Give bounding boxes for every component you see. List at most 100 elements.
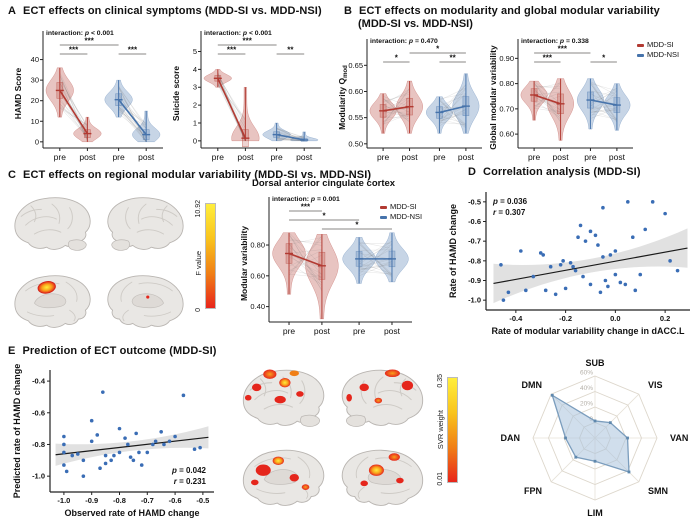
svg-text:0.60: 0.60 xyxy=(499,130,514,139)
svg-text:HAMD Score: HAMD Score xyxy=(13,67,23,119)
svg-text:2: 2 xyxy=(193,101,197,110)
svg-text:r = 0.307: r = 0.307 xyxy=(493,208,526,217)
colorbar-f-gradient xyxy=(205,203,216,309)
svg-text:pre: pre xyxy=(584,152,597,162)
svg-text:***: *** xyxy=(558,45,568,54)
svg-text:-0.2: -0.2 xyxy=(559,314,572,323)
svg-text:Predicted rate of HAMD change: Predicted rate of HAMD change xyxy=(12,364,22,499)
svg-text:-0.4: -0.4 xyxy=(509,314,523,323)
svg-text:20: 20 xyxy=(31,96,39,105)
mdd-nsi-swatch xyxy=(637,53,644,57)
svg-text:10: 10 xyxy=(31,117,39,126)
svg-text:post: post xyxy=(458,152,475,162)
svg-text:post: post xyxy=(296,152,313,162)
svg-text:pre: pre xyxy=(353,326,366,336)
panel-b-title-line2: (MDD-SI vs. MDD-NSI) xyxy=(358,18,473,30)
panel-d-label: D xyxy=(468,166,477,178)
svg-text:20%: 20% xyxy=(580,401,593,408)
svg-text:*: * xyxy=(322,212,326,221)
colorbar-f-max: 10.92 xyxy=(195,200,202,218)
svg-text:Rate of HAMD change: Rate of HAMD change xyxy=(448,204,458,298)
panel-a-label: A xyxy=(8,5,17,17)
svg-text:1: 1 xyxy=(193,118,197,127)
svg-text:pre: pre xyxy=(377,152,390,162)
svg-text:post: post xyxy=(384,326,401,336)
svg-text:-0.7: -0.7 xyxy=(141,496,154,505)
legend-item-mdd-si: MDD-SI xyxy=(637,40,679,50)
svg-text:-1.0: -1.0 xyxy=(57,496,70,505)
svg-text:Rate of modular variability ch: Rate of modular variability change in dA… xyxy=(491,326,685,336)
svg-text:60%: 60% xyxy=(580,370,593,377)
svg-text:0.0: 0.0 xyxy=(610,314,620,323)
svg-text:0.2: 0.2 xyxy=(660,314,670,323)
correlation-scatter-chart: -0.5 -0.6 -0.7 -0.8 -0.9 -1.0 -0.4 -0.2 0.0 0.2 Ra… xyxy=(448,192,690,336)
svg-text:post: post xyxy=(609,152,626,162)
svg-text:5: 5 xyxy=(193,47,197,56)
svg-text:-0.8: -0.8 xyxy=(113,496,126,505)
svg-text:***: *** xyxy=(227,46,237,55)
svg-text:pre: pre xyxy=(433,152,446,162)
hamd-violin-chart: ****** ***interaction: p < 0.001010203040… xyxy=(13,30,163,162)
svg-text:0.70: 0.70 xyxy=(499,104,514,113)
svg-text:-0.5: -0.5 xyxy=(468,197,481,206)
svg-text:-0.6: -0.6 xyxy=(169,496,182,505)
svg-text:pre: pre xyxy=(212,152,225,162)
svg-text:***: *** xyxy=(85,37,95,46)
svg-text:-1.0: -1.0 xyxy=(468,296,481,305)
svg-text:**: ** xyxy=(287,46,294,55)
svg-text:-0.8: -0.8 xyxy=(468,256,481,265)
mdd-si-swatch xyxy=(637,43,644,47)
colorbar-svr-gradient xyxy=(447,377,458,483)
svg-text:***: *** xyxy=(301,203,311,212)
svg-text:40: 40 xyxy=(31,55,39,64)
svg-text:post: post xyxy=(314,326,331,336)
svg-text:r = 0.231: r = 0.231 xyxy=(174,477,207,486)
svg-text:***: *** xyxy=(69,46,79,55)
svg-text:0.60: 0.60 xyxy=(348,87,363,96)
panel-e-label: E xyxy=(8,345,16,357)
svg-text:***: *** xyxy=(543,54,553,63)
legend-item-mdd-si: MDD-SI xyxy=(380,202,422,212)
legend-ab: MDD-SI MDD-NSI xyxy=(637,40,679,60)
svg-text:Observed rate of HAMD change: Observed rate of HAMD change xyxy=(64,508,199,518)
svg-text:0.40: 0.40 xyxy=(250,302,265,311)
svg-text:-0.7: -0.7 xyxy=(468,237,481,246)
svg-text:SMN: SMN xyxy=(648,486,668,496)
global-modular-variability-chart: ****** *interaction: p = 0.3380.600.700.8… xyxy=(488,38,633,162)
svg-text:0.80: 0.80 xyxy=(250,241,265,250)
panel-b-label: B xyxy=(344,5,353,17)
svg-text:interaction: p < 0.001: interaction: p < 0.001 xyxy=(204,30,272,37)
prediction-scatter-chart: -0.4 -0.6 -0.8 -1.0 -1.0 -0.9 -0.8 -0.7 -0.6 -0.5… xyxy=(12,364,214,518)
colorbar-f-min: 0 xyxy=(195,308,202,312)
svg-text:interaction: p = 0.338: interaction: p = 0.338 xyxy=(521,38,589,45)
brain-maps-regional-f xyxy=(14,197,184,328)
svg-text:0.90: 0.90 xyxy=(499,54,514,63)
svg-text:0: 0 xyxy=(193,136,197,145)
svg-text:*: * xyxy=(355,221,359,230)
mdd-nsi-swatch xyxy=(380,215,387,219)
svg-text:pre: pre xyxy=(528,152,541,162)
colorbar-f-value: 10.92 F value 0 xyxy=(194,200,216,312)
svg-text:FPN: FPN xyxy=(524,486,542,496)
svg-text:VIS: VIS xyxy=(648,380,663,390)
svg-text:post: post xyxy=(237,152,254,162)
svg-text:0.55: 0.55 xyxy=(348,113,363,122)
svg-text:interaction: p < 0.001: interaction: p < 0.001 xyxy=(46,30,114,37)
svg-text:Suicide score: Suicide score xyxy=(171,66,181,122)
legend-c: MDD-SI MDD-NSI xyxy=(380,202,422,222)
modularity-violin-chart: ** **interaction: p = 0.4700.500.550.600.… xyxy=(337,38,482,162)
svg-text:30: 30 xyxy=(31,76,39,85)
svg-text:SUB: SUB xyxy=(585,358,605,368)
dacc-plot-title: Dorsal anterior cingulate cortex xyxy=(252,178,396,189)
svg-text:DMN: DMN xyxy=(521,380,542,390)
svg-text:-0.5: -0.5 xyxy=(196,496,209,505)
legend-item-mdd-nsi: MDD-NSI xyxy=(380,212,422,222)
svg-text:-0.9: -0.9 xyxy=(468,276,481,285)
colorbar-f-label: F value xyxy=(194,250,203,276)
panel-b-title: B ECT effects on modularity and global mo… xyxy=(344,5,660,17)
dacc-violin-chart: *****interaction: p = 0.0010.400.600.80p… xyxy=(239,196,412,336)
svg-text:DAN: DAN xyxy=(501,433,521,443)
svg-text:LIM: LIM xyxy=(587,508,603,518)
